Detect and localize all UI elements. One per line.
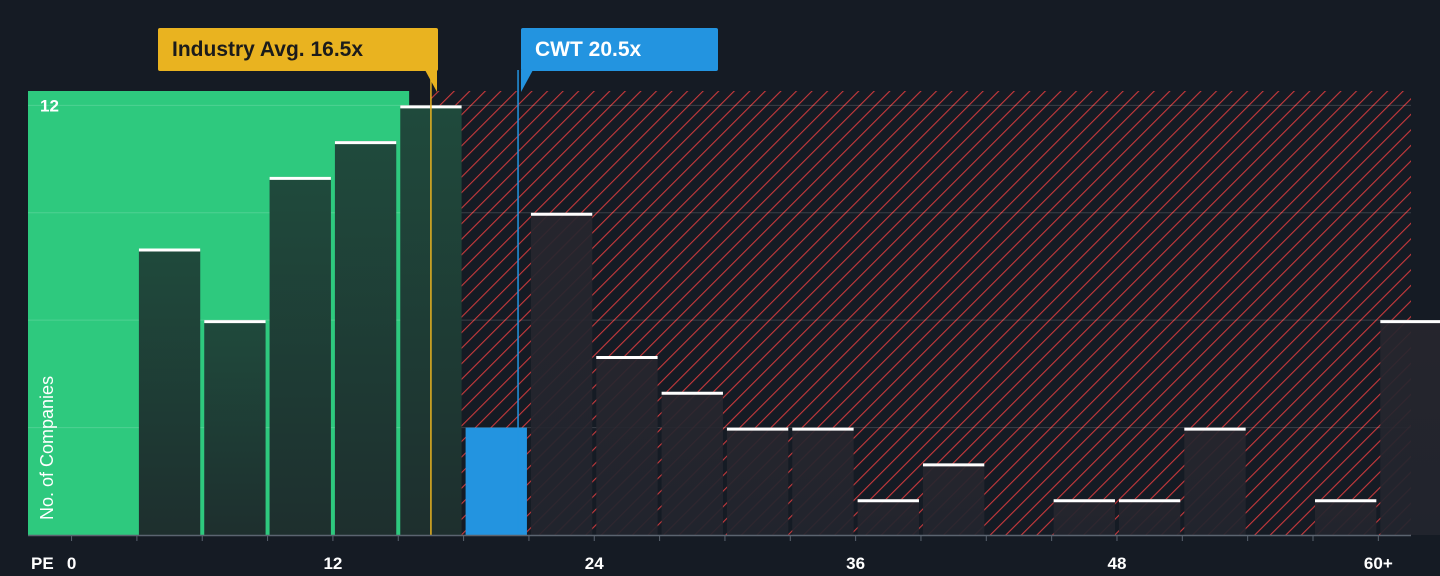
histogram-bar <box>661 391 723 535</box>
histogram-bar <box>857 499 919 535</box>
y-axis-title: No. of Companies <box>37 375 57 520</box>
x-tick-label: 60+ <box>1364 554 1393 571</box>
highlighted-bar <box>465 427 527 535</box>
company-pe-callout: CWT 20.5x <box>521 28 718 71</box>
histogram-bar <box>1314 499 1377 535</box>
histogram-bar <box>792 427 854 535</box>
histogram-bar <box>726 427 789 535</box>
x-tick-label: 36 <box>846 554 865 571</box>
company-callout-pointer <box>521 70 533 92</box>
histogram-bar <box>204 320 266 535</box>
histogram-bar <box>596 355 658 535</box>
industry-callout-pointer <box>425 70 437 92</box>
x-tick-label: 24 <box>585 554 604 571</box>
y-tick-label: 12 <box>40 96 59 115</box>
histogram-bar <box>1118 499 1181 535</box>
histogram-bar <box>334 141 397 535</box>
histogram-bar <box>138 248 201 535</box>
expensive-zone <box>430 91 1411 535</box>
x-axis-title: PE <box>31 554 54 571</box>
x-tick-label: 12 <box>323 554 342 571</box>
industry-average-callout: Industry Avg. 16.5x <box>158 28 438 71</box>
histogram-bar <box>1380 320 1440 535</box>
histogram-bar <box>1184 427 1246 535</box>
x-tick-label: 48 <box>1108 554 1127 571</box>
histogram-bar <box>1053 499 1115 535</box>
histogram-bar <box>530 212 593 535</box>
histogram-bar <box>269 176 331 535</box>
histogram-bar <box>922 463 985 535</box>
x-tick-label: 0 <box>67 554 76 571</box>
